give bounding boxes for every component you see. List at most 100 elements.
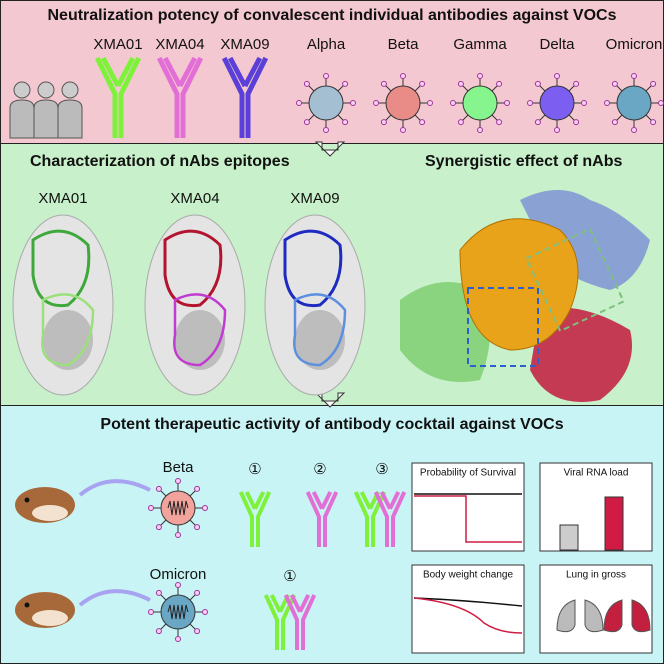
spike-tip <box>554 73 560 79</box>
antibody <box>221 56 269 138</box>
spike-tip <box>194 485 201 492</box>
epitope-label: XMA04 <box>170 190 219 207</box>
antibody-label: XMA04 <box>155 36 204 53</box>
virus <box>539 85 575 121</box>
spike-tip <box>342 80 349 87</box>
virus <box>160 490 196 526</box>
virus <box>616 85 652 121</box>
antibody <box>353 491 387 547</box>
spike-tip <box>155 485 162 492</box>
spike-tip <box>457 80 464 87</box>
spike-tip <box>650 119 657 126</box>
spike-tip <box>400 73 406 79</box>
person-head <box>37 81 55 99</box>
arrow-down <box>314 141 346 157</box>
antibody-label: XMA09 <box>220 36 269 53</box>
spike-tip <box>527 100 533 106</box>
spike-tip <box>148 505 154 511</box>
spike-tip <box>631 73 637 79</box>
arrow <box>78 479 151 497</box>
chart-box <box>411 564 525 654</box>
epitope-label: XMA01 <box>38 190 87 207</box>
rna-bar <box>559 524 579 551</box>
spike-tip <box>457 119 464 126</box>
antibody <box>305 491 339 547</box>
epitope-outline <box>163 229 223 308</box>
drawings: XMA01 XMA04 XMA09 Alpha Beta Gamma Delta Omicro… <box>9 36 664 654</box>
hamster-belly <box>32 505 68 521</box>
virus <box>308 85 344 121</box>
spike-tip <box>504 100 510 106</box>
rna <box>167 604 189 620</box>
spike-tip <box>573 119 580 126</box>
spike-tip <box>496 119 503 126</box>
arrow <box>78 589 151 607</box>
spike-tip <box>148 609 154 615</box>
spike-tip <box>380 80 387 87</box>
spike-tip <box>534 119 541 126</box>
spike-tip <box>477 73 483 79</box>
variant-label: Omicron <box>150 566 207 583</box>
spike-tip <box>296 100 302 106</box>
cocktail-number: ① <box>248 461 261 478</box>
spike-tip <box>658 100 664 106</box>
person-body <box>9 99 35 139</box>
virus <box>160 594 196 630</box>
variant-label: Gamma <box>453 36 507 53</box>
spike-tip <box>202 505 208 511</box>
spike-tip <box>303 119 310 126</box>
epitope-outline <box>173 293 227 367</box>
interface-box <box>525 227 625 333</box>
antibody <box>156 56 204 138</box>
weight-line <box>413 597 523 607</box>
spike-tip <box>175 532 181 538</box>
hamster-eye <box>24 602 30 608</box>
antibody <box>263 594 297 650</box>
spike-tip <box>650 80 657 87</box>
spike-tip <box>350 100 356 106</box>
epitope-outline <box>293 293 347 367</box>
spike-tip <box>155 589 162 596</box>
rna-bar <box>604 496 624 551</box>
spike-tip <box>450 100 456 106</box>
rna <box>167 500 189 516</box>
panel-title: Potent therapeutic activity of antibody … <box>100 416 563 433</box>
spike-tip <box>419 119 426 126</box>
lung <box>556 599 604 633</box>
spike-tip <box>194 524 201 531</box>
weight-line <box>413 597 523 634</box>
lung <box>603 599 651 633</box>
panel-title: Synergistic effect of nAbs <box>425 153 622 170</box>
person-body <box>57 99 83 139</box>
spike-tip <box>631 127 637 133</box>
spike-tip <box>573 80 580 87</box>
chart-title: Viral RNA load <box>564 468 629 479</box>
spike-tip <box>303 80 310 87</box>
panel-title: Characterization of nAbs epitopes <box>30 153 290 170</box>
spike-tip <box>604 100 610 106</box>
panel-title: Neutralization potency of convalescent i… <box>48 7 617 24</box>
antibody <box>373 491 407 547</box>
person-head <box>13 81 31 99</box>
spike-tip <box>194 589 201 596</box>
spike-tip <box>323 73 329 79</box>
spike-tip <box>155 628 162 635</box>
variant-label: Delta <box>539 36 575 53</box>
spike-tip <box>380 119 387 126</box>
variant-label: Beta <box>388 36 420 53</box>
person-body <box>33 99 59 139</box>
spike-tip <box>477 127 483 133</box>
spike-tip <box>342 119 349 126</box>
spike-tip <box>175 582 181 588</box>
spike-tip <box>534 80 541 87</box>
spike-tip <box>194 628 201 635</box>
epitope-outline <box>283 229 343 308</box>
variant-label: Alpha <box>307 36 346 53</box>
spike-tip <box>175 636 181 642</box>
complex-ribbon <box>520 190 650 290</box>
antibody <box>238 491 272 547</box>
spike-tip <box>323 127 329 133</box>
spike-tip <box>155 524 162 531</box>
chart-box <box>411 462 525 552</box>
cocktail-number: ③ <box>375 461 388 478</box>
